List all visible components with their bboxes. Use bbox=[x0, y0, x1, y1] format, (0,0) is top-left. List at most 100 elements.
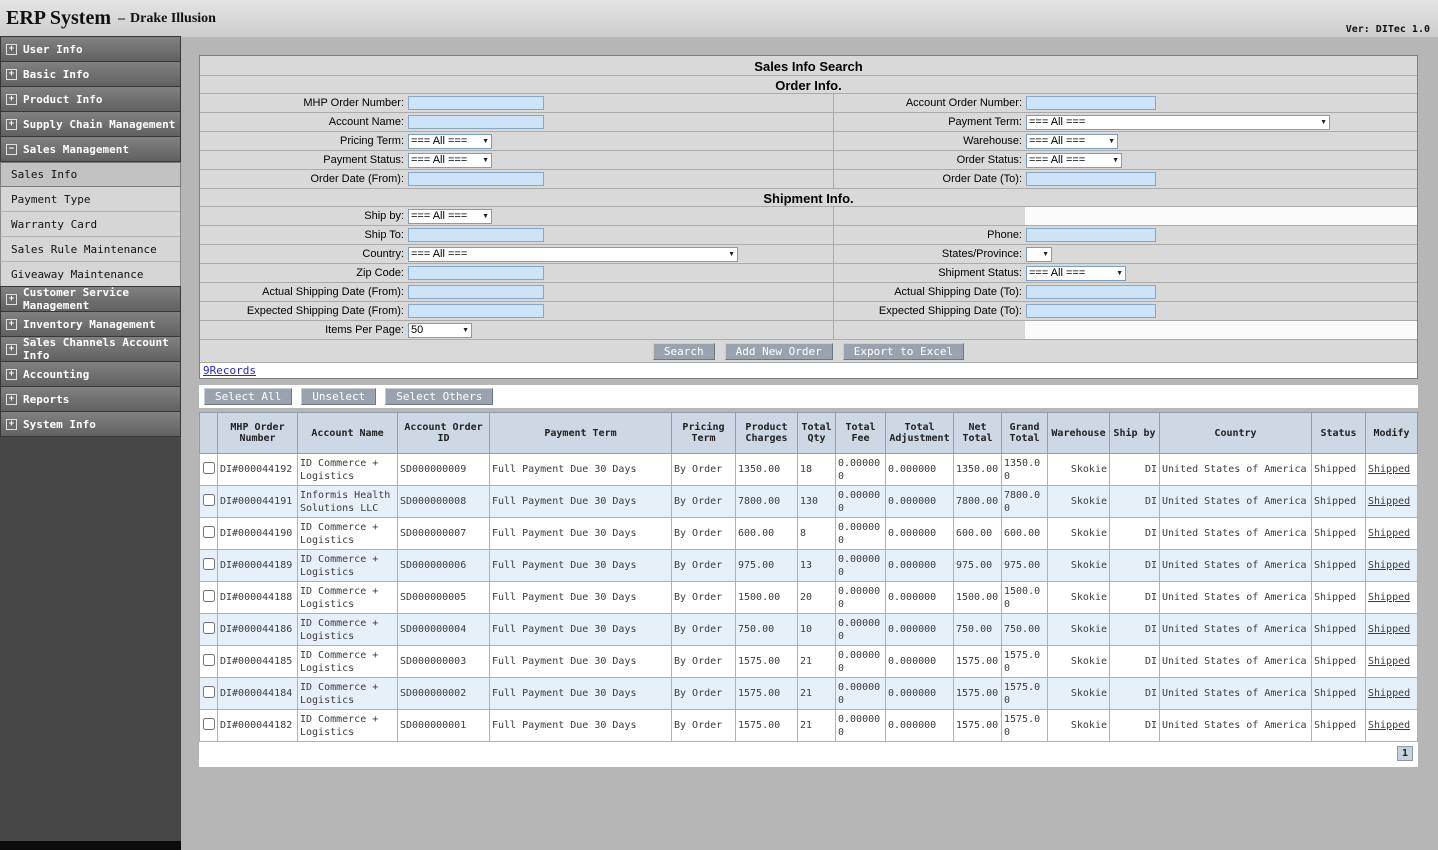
expand-icon[interactable]: + bbox=[6, 93, 17, 105]
order-date-to-input[interactable] bbox=[1026, 172, 1156, 186]
table-row: DI#000044186 ID Commerce + Logistics SD000… bbox=[199, 613, 1418, 646]
cell-warehouse: Skokie bbox=[1047, 549, 1110, 582]
row-checkbox[interactable] bbox=[202, 557, 215, 570]
expand-icon[interactable]: + bbox=[6, 293, 17, 305]
row-checkbox[interactable] bbox=[202, 717, 215, 730]
form-actions: Search Add New Order Export to Excel bbox=[200, 339, 1417, 362]
sidebar-section-basic-info[interactable]: + Basic Info bbox=[0, 61, 181, 87]
payment-term-select[interactable]: === All === ▼ bbox=[1026, 114, 1330, 130]
row-checkbox[interactable] bbox=[202, 525, 215, 538]
row-checkbox[interactable] bbox=[202, 589, 215, 602]
expand-icon[interactable]: + bbox=[6, 118, 17, 130]
app-title-separator: – bbox=[118, 10, 125, 26]
account-order-number-input[interactable] bbox=[1026, 96, 1156, 110]
select-all-button[interactable]: Select All bbox=[204, 388, 293, 405]
cell-mhp: DI#000044182 bbox=[217, 709, 298, 742]
table-row: DI#000044191 Informis Health Solutions LL… bbox=[199, 485, 1418, 518]
sidebar-section-product-info[interactable]: + Product Info bbox=[0, 86, 181, 112]
cell-net_total: 1500.00 bbox=[953, 581, 1002, 614]
export-to-excel-button[interactable]: Export to Excel bbox=[842, 342, 965, 360]
modify-link[interactable]: Shipped bbox=[1368, 688, 1411, 699]
modify-link[interactable]: Shipped bbox=[1368, 624, 1411, 635]
expected-shipping-to-input[interactable] bbox=[1026, 304, 1156, 318]
modify-link[interactable]: Shipped bbox=[1368, 528, 1411, 539]
row-checkbox[interactable] bbox=[202, 621, 215, 634]
sidebar-section-system-info[interactable]: + System Info bbox=[0, 411, 181, 437]
actual-shipping-to-input[interactable] bbox=[1026, 285, 1156, 299]
sidebar-item-sales-info[interactable]: Sales Info bbox=[0, 162, 181, 187]
cell-total_qty: 20 bbox=[797, 581, 836, 614]
sidebar-item-warranty-card[interactable]: Warranty Card bbox=[0, 212, 181, 237]
modify-link[interactable]: Shipped bbox=[1368, 656, 1411, 667]
table-row: DI#000044184 ID Commerce + Logistics SD000… bbox=[199, 677, 1418, 710]
cell-country: United States of America bbox=[1159, 613, 1312, 646]
unselect-button[interactable]: Unselect bbox=[301, 388, 377, 405]
collapse-icon[interactable]: − bbox=[6, 143, 17, 155]
phone-input[interactable] bbox=[1026, 228, 1156, 242]
col-mhp-order-number: MHP Order Number bbox=[217, 412, 298, 454]
shipment-status-select[interactable]: === All === ▼ bbox=[1026, 265, 1126, 281]
actual-shipping-from-input[interactable] bbox=[408, 285, 544, 299]
cell-total_fee: 0.000000 bbox=[835, 581, 886, 614]
modify-link[interactable]: Shipped bbox=[1368, 496, 1411, 507]
modify-link[interactable]: Shipped bbox=[1368, 592, 1411, 603]
expand-icon[interactable]: + bbox=[6, 393, 17, 405]
expand-icon[interactable]: + bbox=[6, 43, 17, 55]
pricing-term-value: === All === bbox=[411, 135, 468, 147]
sidebar-section-accounting[interactable]: + Accounting bbox=[0, 361, 181, 387]
states-province-select[interactable]: ▼ bbox=[1026, 246, 1052, 262]
ship-by-select[interactable]: === All === ▼ bbox=[408, 208, 492, 224]
modify-link[interactable]: Shipped bbox=[1368, 720, 1411, 731]
warehouse-select[interactable]: === All === ▼ bbox=[1026, 133, 1118, 149]
modify-link[interactable]: Shipped bbox=[1368, 560, 1411, 571]
cell-modify: Shipped bbox=[1365, 645, 1418, 678]
sidebar-item-sales-rule-maintenance[interactable]: Sales Rule Maintenance bbox=[0, 237, 181, 262]
account-name-input[interactable] bbox=[408, 115, 544, 129]
country-select[interactable]: === All === ▼ bbox=[408, 246, 738, 262]
sidebar-section-user-info[interactable]: + User Info bbox=[0, 36, 181, 62]
form-row: Account Name: Payment Term: === All === … bbox=[200, 112, 1417, 131]
sidebar-section-sales-channels-account-info[interactable]: + Sales Channels Account Info bbox=[0, 336, 181, 362]
sidebar-section-customer-service-management[interactable]: + Customer Service Management bbox=[0, 286, 181, 312]
expand-icon[interactable]: + bbox=[6, 318, 17, 330]
cell-ship_by: DI bbox=[1109, 677, 1160, 710]
expand-icon[interactable]: + bbox=[6, 343, 17, 355]
search-button[interactable]: Search bbox=[652, 342, 715, 360]
order-status-select[interactable]: === All === ▼ bbox=[1026, 152, 1122, 168]
page-number-button[interactable]: 1 bbox=[1397, 746, 1413, 761]
payment-status-select[interactable]: === All === ▼ bbox=[408, 152, 492, 168]
sidebar: + User Info + Basic Info + Product Info + Suppl… bbox=[0, 36, 181, 850]
items-per-page-select[interactable]: 50 ▼ bbox=[408, 322, 472, 338]
zip-code-input[interactable] bbox=[408, 266, 544, 280]
sidebar-section-supply-chain-management[interactable]: + Supply Chain Management bbox=[0, 111, 181, 137]
cell-warehouse: Skokie bbox=[1047, 677, 1110, 710]
expand-icon[interactable]: + bbox=[6, 368, 17, 380]
dropdown-arrow-icon: ▼ bbox=[1042, 250, 1049, 258]
sidebar-item-payment-type[interactable]: Payment Type bbox=[0, 187, 181, 212]
row-checkbox[interactable] bbox=[202, 653, 215, 666]
sidebar-section-inventory-management[interactable]: + Inventory Management bbox=[0, 311, 181, 337]
ship-to-input[interactable] bbox=[408, 228, 544, 242]
row-checkbox[interactable] bbox=[202, 685, 215, 698]
sidebar-section-reports[interactable]: + Reports bbox=[0, 386, 181, 412]
pricing-term-select[interactable]: === All === ▼ bbox=[408, 133, 492, 149]
mhp-order-number-input[interactable] bbox=[408, 96, 544, 110]
expand-icon[interactable]: + bbox=[6, 68, 17, 80]
row-checkbox[interactable] bbox=[202, 493, 215, 506]
sidebar-section-sales-management[interactable]: − Sales Management bbox=[0, 136, 181, 162]
add-new-order-button[interactable]: Add New Order bbox=[724, 342, 833, 360]
select-others-button[interactable]: Select Others bbox=[385, 388, 494, 405]
sidebar-item-giveaway-maintenance[interactable]: Giveaway Maintenance bbox=[0, 262, 181, 287]
order-date-from-input[interactable] bbox=[408, 172, 544, 186]
cell-payment_term: Full Payment Due 30 Days bbox=[489, 613, 672, 646]
cell-total_fee: 0.000000 bbox=[835, 549, 886, 582]
modify-link[interactable]: Shipped bbox=[1368, 464, 1411, 475]
expected-shipping-from-input[interactable] bbox=[408, 304, 544, 318]
cell-grand_total: 750.00 bbox=[1001, 613, 1048, 646]
col-ship-by: Ship by bbox=[1109, 412, 1160, 454]
form-row: Pricing Term: === All === ▼ Warehouse: =… bbox=[200, 131, 1417, 150]
cell-grand_total: 600.00 bbox=[1001, 517, 1048, 550]
expand-icon[interactable]: + bbox=[6, 418, 17, 430]
actual-shipping-from-label: Actual Shipping Date (From): bbox=[262, 286, 404, 298]
row-checkbox[interactable] bbox=[202, 461, 215, 474]
